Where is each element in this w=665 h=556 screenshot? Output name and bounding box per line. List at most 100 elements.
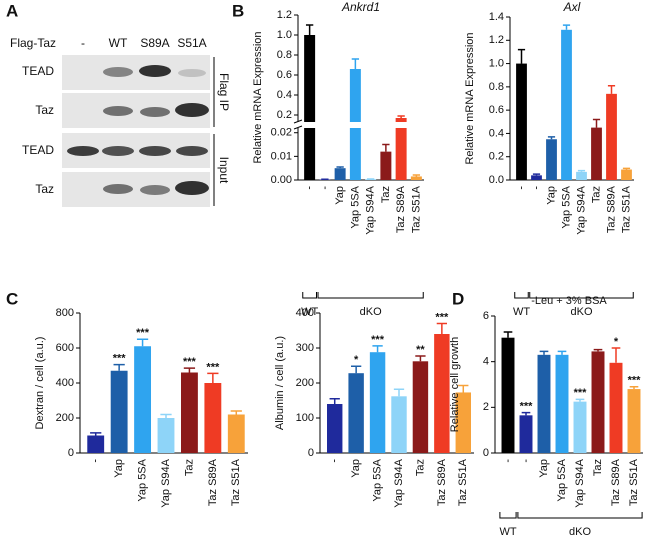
x-tick-label: Yap S94A: [393, 458, 405, 507]
x-tick-label: Yap: [334, 186, 346, 205]
bar: [609, 362, 623, 453]
significance-label: *: [614, 336, 619, 348]
error-bar: [592, 118, 601, 128]
y-tick-label: 1.2: [277, 9, 292, 21]
panel-letter: D: [452, 289, 464, 308]
error-bar: [611, 347, 621, 363]
x-tick-label: Yap 5SA: [349, 185, 361, 228]
y-axis-label: Relative mRNA Expression: [252, 31, 264, 163]
y-tick-label: 200: [56, 412, 74, 424]
error-bar: [160, 413, 172, 418]
x-tick-label: Taz S51A: [410, 185, 422, 233]
bar: [501, 337, 515, 453]
error-bar: [547, 136, 556, 140]
y-axis-label: Albumin / cell (a.u.): [274, 336, 286, 430]
bar: [87, 435, 105, 453]
bar: [395, 118, 407, 122]
y-tick-label: 1.0: [489, 57, 504, 69]
x-tick-label: -: [502, 459, 514, 463]
bar: [304, 35, 316, 122]
error-bar: [521, 411, 531, 416]
y-tick-label: 0.01: [271, 150, 292, 162]
bar: [412, 361, 429, 453]
bar: [180, 372, 198, 453]
y-axis-label: Relative mRNA Expression: [464, 32, 476, 164]
y-tick-label: 0.0: [489, 174, 504, 186]
x-tick-label: Yap: [545, 186, 557, 205]
y-tick-label: 0.6: [489, 104, 504, 116]
band: [103, 67, 133, 77]
row-label: Taz: [35, 103, 54, 117]
bar: [519, 415, 533, 453]
panel-letter: C: [6, 289, 18, 308]
bar: [327, 404, 343, 453]
axis-break: [293, 125, 303, 130]
error-bar: [397, 115, 405, 118]
band: [175, 181, 209, 195]
lane-label: S51A: [177, 36, 206, 50]
lane-label: -: [81, 36, 85, 50]
error-bar: [539, 350, 549, 355]
x-tick-label: -: [515, 186, 527, 190]
group-label: dKO: [569, 526, 591, 538]
x-tick-label: Yap 5SA: [136, 458, 148, 501]
blot-header: Flag-Taz: [10, 36, 56, 50]
bar: [555, 354, 569, 453]
significance-label: *: [354, 354, 359, 366]
panel-letter: A: [6, 1, 18, 20]
error-bar: [593, 348, 603, 352]
bar: [531, 175, 542, 180]
section-label: Input: [217, 157, 231, 184]
error-bar: [532, 173, 541, 176]
x-tick-label: Taz S89A: [207, 458, 219, 506]
x-tick-label: Taz: [414, 459, 426, 476]
x-tick-label: Yap 5SA: [560, 185, 572, 228]
x-tick-label: Taz S51A: [628, 458, 640, 506]
x-tick-label: Yap 5SA: [371, 458, 383, 501]
group-label: WT: [499, 526, 516, 538]
error-bar: [517, 48, 526, 64]
bar: [434, 334, 450, 453]
error-bar: [351, 365, 362, 374]
y-tick-label: 1.4: [489, 11, 504, 23]
group-bracket: [517, 512, 643, 519]
row-label: Taz: [35, 182, 54, 196]
x-tick-label: Taz S51A: [457, 458, 469, 506]
group-bracket: [499, 512, 517, 519]
y-tick-label: 0.2: [489, 151, 504, 163]
group-label: WT: [513, 306, 530, 318]
error-bar: [562, 24, 571, 30]
row-label: TEAD: [22, 64, 54, 78]
band: [140, 107, 170, 117]
error-bar: [436, 322, 447, 334]
bar: [204, 383, 222, 453]
group-bracket: [302, 292, 317, 299]
band: [102, 146, 134, 156]
y-tick-label: 0: [483, 447, 489, 459]
bar: [349, 69, 361, 122]
x-tick-label: Yap S94A: [160, 458, 172, 507]
significance-label: ***: [628, 375, 642, 387]
panel-letter: B: [232, 1, 244, 20]
x-tick-label: Taz S51A: [620, 185, 632, 233]
error-bar: [90, 432, 102, 436]
bar: [395, 128, 407, 180]
bar: [621, 169, 632, 180]
bar: [369, 352, 386, 453]
chart-title: Axl: [563, 0, 581, 14]
y-tick-label: 1.0: [277, 29, 292, 41]
x-tick-label: Taz S89A: [610, 458, 622, 506]
y-tick-label: 600: [56, 342, 74, 354]
significance-label: ***: [206, 361, 220, 373]
x-tick-label: -: [530, 186, 542, 190]
error-bar: [557, 350, 567, 355]
error-bar: [503, 331, 513, 338]
x-tick-label: Taz: [183, 459, 195, 476]
group-bracket: [514, 292, 529, 299]
x-tick-label: Taz S89A: [436, 458, 448, 506]
bar: [576, 171, 587, 180]
error-bar: [351, 58, 360, 69]
blot-strip: [62, 55, 210, 90]
bar: [591, 351, 605, 453]
